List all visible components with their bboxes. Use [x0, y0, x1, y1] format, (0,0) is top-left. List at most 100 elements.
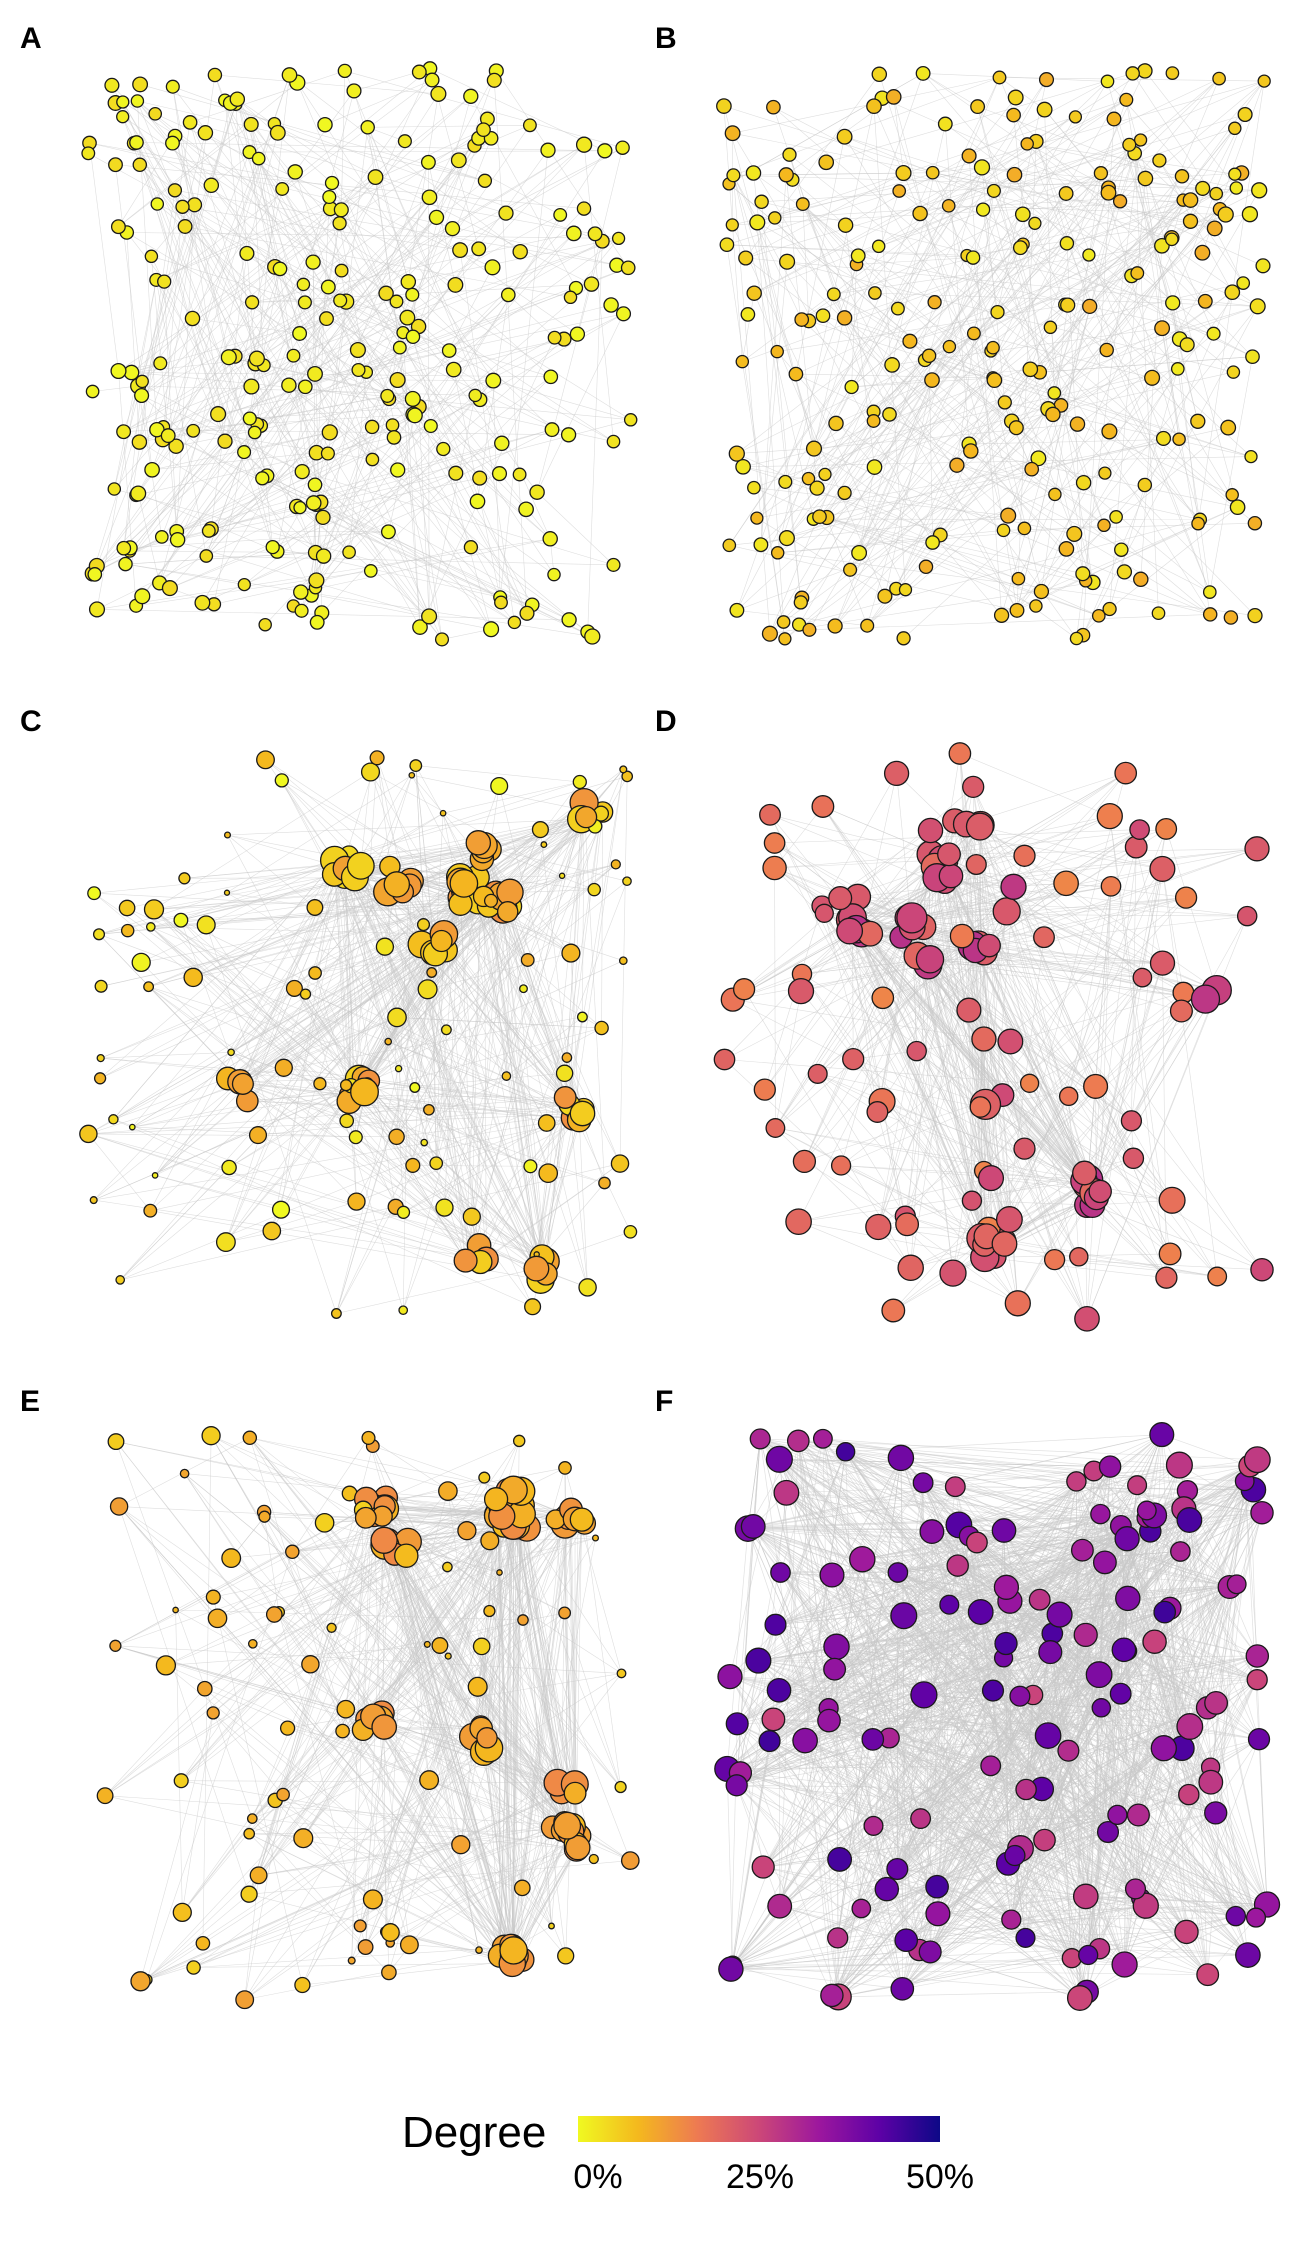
network-node	[186, 1960, 201, 1975]
edge	[742, 141, 1037, 362]
edge	[838, 1991, 1087, 1998]
edge	[137, 100, 252, 387]
edge	[249, 1437, 552, 1927]
network-node	[360, 120, 375, 135]
edge	[920, 114, 1246, 214]
edge	[769, 306, 1090, 634]
edge	[334, 860, 389, 1042]
network-node	[948, 742, 972, 765]
network-node	[519, 605, 535, 621]
network-node	[313, 1077, 327, 1091]
network-node	[915, 945, 945, 974]
edge	[206, 451, 245, 557]
edge	[234, 144, 585, 357]
network-node	[109, 1497, 129, 1516]
edge	[1086, 828, 1167, 1319]
edge	[993, 190, 1105, 526]
edge	[844, 136, 1258, 307]
edge	[838, 1949, 920, 1998]
edge	[797, 1440, 921, 1819]
network-node	[1223, 610, 1239, 625]
network-node	[937, 842, 961, 867]
network-node	[465, 830, 492, 856]
network-node	[87, 567, 103, 582]
network-node	[576, 1011, 588, 1023]
network-node	[828, 415, 844, 432]
network-node	[294, 1976, 311, 1994]
network-node	[865, 1213, 892, 1241]
network-node	[116, 95, 130, 109]
edge	[824, 913, 1088, 1319]
edge	[192, 318, 273, 548]
edge	[283, 893, 497, 1069]
network-node	[420, 1138, 429, 1147]
edge	[736, 472, 1106, 611]
network-node	[788, 366, 804, 382]
edge	[129, 550, 316, 553]
edge	[227, 802, 585, 1079]
network-node	[1043, 320, 1058, 335]
edge	[322, 517, 593, 637]
network-node	[1069, 631, 1084, 646]
edge	[287, 1673, 622, 1729]
edge	[126, 232, 443, 640]
network-node	[895, 1212, 920, 1237]
edge	[795, 136, 845, 375]
edge	[118, 1506, 250, 1895]
edge	[280, 851, 484, 1210]
edge	[798, 1221, 911, 1269]
edge	[315, 138, 492, 588]
network-node	[868, 286, 882, 300]
network-node	[314, 1512, 335, 1533]
edge	[1016, 272, 1138, 428]
network-node	[108, 1114, 119, 1125]
network-node	[173, 1773, 189, 1789]
edge	[115, 1507, 503, 1647]
edge	[439, 1645, 573, 1790]
edge	[287, 1727, 558, 1783]
edge	[314, 484, 515, 623]
network-node	[1257, 74, 1271, 88]
edge	[184, 1473, 513, 1964]
network-node	[1029, 599, 1043, 613]
edge	[973, 243, 1068, 334]
edge	[932, 167, 983, 173]
network-panel-d	[713, 742, 1274, 1332]
network-node	[417, 979, 438, 1000]
network-node	[483, 893, 499, 908]
network-node	[243, 1827, 256, 1840]
network-node	[453, 1248, 478, 1273]
edge	[970, 372, 1040, 452]
network-node	[235, 1990, 255, 2010]
edge	[896, 773, 912, 922]
edge	[385, 1497, 569, 1517]
network-node	[471, 241, 487, 257]
edge	[798, 223, 1036, 625]
network-node	[491, 466, 508, 482]
network-node	[173, 912, 189, 928]
network-node	[279, 1720, 296, 1736]
edge	[1096, 1197, 1171, 1255]
edge	[101, 896, 502, 987]
edge	[98, 934, 580, 1114]
edge	[988, 945, 1095, 1194]
network-node	[104, 77, 120, 93]
edge	[354, 877, 487, 1260]
edge	[736, 205, 949, 611]
network-node	[130, 94, 145, 108]
edge	[889, 414, 1075, 535]
network-node	[918, 559, 934, 575]
edge	[368, 1080, 570, 1106]
network-node	[726, 168, 741, 183]
network-node	[145, 922, 156, 932]
edge	[931, 379, 1211, 615]
network-node	[560, 427, 577, 443]
edge	[801, 973, 1173, 1201]
network-node	[1106, 111, 1122, 127]
panel-label-f: F	[655, 1385, 674, 1418]
network-node	[860, 618, 875, 633]
edge	[430, 313, 624, 427]
edge	[775, 991, 802, 1129]
network-node	[1228, 167, 1242, 181]
edge	[150, 1119, 580, 1211]
